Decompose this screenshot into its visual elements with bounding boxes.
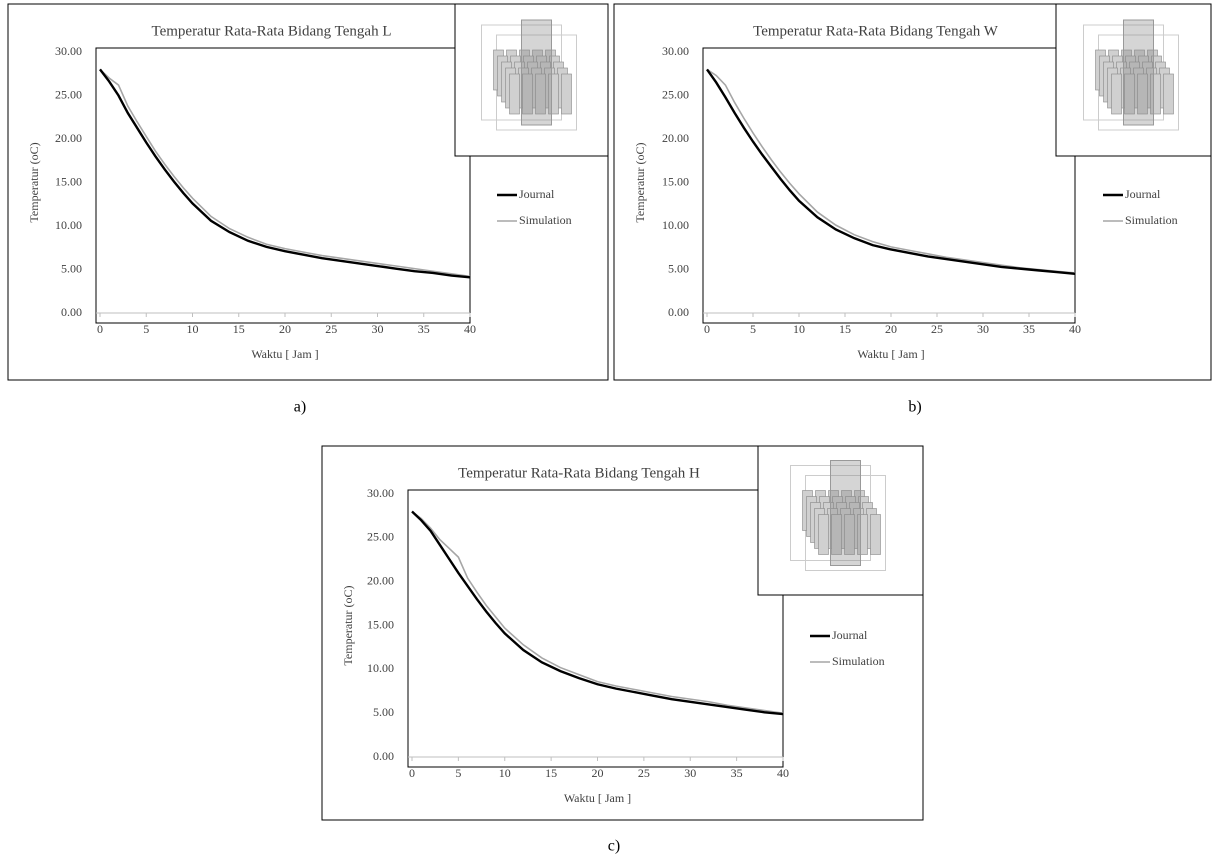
legend-label: Simulation [1125, 213, 1178, 227]
y-tick-label: 15.00 [662, 174, 689, 188]
x-axis-label: Waktu [ Jam ] [564, 791, 631, 805]
inset-plane [1123, 19, 1154, 126]
x-tick-label: 5 [750, 322, 756, 336]
legend-label: Simulation [519, 213, 572, 227]
y-tick-label: 25.00 [662, 87, 689, 101]
y-axis-label: Temperatur (oC) [633, 142, 647, 222]
x-tick-label: 25 [325, 322, 337, 336]
inset-block [844, 514, 855, 555]
x-tick-label: 35 [1023, 322, 1035, 336]
series-line [706, 68, 1076, 276]
series-line [411, 510, 784, 716]
chart-panel: 0.00 5.00 10.00 15.00 20.00 25.00 30.00 0 5 10 15 2… [613, 3, 1212, 381]
x-axis-label: Waktu [ Jam ] [251, 347, 318, 361]
x-tick-label: 25 [638, 766, 650, 780]
y-tick-label: 30.00 [662, 44, 689, 58]
legend-label: Simulation [832, 654, 885, 668]
x-tick-label: 30 [684, 766, 696, 780]
inset-block [535, 73, 546, 115]
panel-caption: a) [294, 399, 306, 416]
inset-plane [830, 460, 861, 566]
series-line [99, 68, 471, 278]
y-tick-label: 0.00 [373, 749, 394, 763]
x-tick-label: 25 [931, 322, 943, 336]
chart-title: Temperatur Rata-Rata Bidang Tengah H [458, 465, 700, 481]
y-tick-label: 5.00 [61, 261, 82, 275]
x-tick-label: 0 [409, 766, 415, 780]
inset-block [1137, 73, 1148, 115]
y-tick-label: 0.00 [668, 305, 689, 319]
y-tick-label: 5.00 [373, 705, 394, 719]
y-axis-label: Temperatur (oC) [341, 585, 355, 665]
chart-title: Temperatur Rata-Rata Bidang Tengah W [753, 23, 999, 39]
x-tick-label: 10 [499, 766, 511, 780]
inset-block [1124, 73, 1135, 115]
x-tick-label: 15 [839, 322, 851, 336]
x-tick-label: 0 [704, 322, 710, 336]
legend-label: Journal [519, 187, 555, 201]
y-tick-label: 20.00 [662, 131, 689, 145]
y-tick-label: 15.00 [55, 174, 82, 188]
chart-panel: 0.00 5.00 10.00 15.00 20.00 25.00 30.00 0 5 10 15 2… [7, 3, 609, 381]
legend-label: Journal [832, 628, 868, 642]
inset-block [522, 73, 533, 115]
y-tick-label: 20.00 [367, 573, 394, 587]
x-tick-label: 20 [885, 322, 897, 336]
x-tick-label: 15 [545, 766, 557, 780]
inset-block [1150, 73, 1161, 115]
y-tick-label: 30.00 [367, 486, 394, 500]
y-tick-label: 20.00 [55, 131, 82, 145]
panel-caption: c) [608, 838, 620, 855]
x-tick-label: 40 [1069, 322, 1081, 336]
chart-panel: 0.00 5.00 10.00 15.00 20.00 25.00 30.00 0 5 10 15 2… [321, 445, 924, 821]
series-line [99, 68, 471, 279]
y-tick-label: 30.00 [55, 44, 82, 58]
x-tick-label: 5 [143, 322, 149, 336]
x-tick-label: 10 [793, 322, 805, 336]
x-tick-label: 0 [97, 322, 103, 336]
inset-plane [521, 19, 552, 126]
series-line [411, 510, 784, 714]
panel-caption: b) [908, 399, 921, 416]
x-tick-label: 20 [279, 322, 291, 336]
y-tick-label: 5.00 [668, 261, 689, 275]
x-tick-label: 20 [592, 766, 604, 780]
y-tick-label: 10.00 [367, 661, 394, 675]
series-line [706, 68, 1076, 274]
y-tick-label: 15.00 [367, 617, 394, 631]
inset-block [548, 73, 559, 115]
x-tick-label: 40 [777, 766, 789, 780]
inset-block [509, 73, 520, 115]
x-tick-label: 35 [731, 766, 743, 780]
inset-block [831, 514, 842, 555]
y-tick-label: 0.00 [61, 305, 82, 319]
x-tick-label: 30 [372, 322, 384, 336]
y-tick-label: 10.00 [662, 218, 689, 232]
x-tick-label: 10 [187, 322, 199, 336]
x-tick-label: 15 [233, 322, 245, 336]
inset-block [870, 514, 881, 555]
y-axis-label: Temperatur (oC) [27, 142, 41, 222]
inset-block [818, 514, 829, 555]
inset-block [561, 73, 572, 115]
y-tick-label: 25.00 [367, 530, 394, 544]
x-axis-label: Waktu [ Jam ] [857, 347, 924, 361]
plot-frame [407, 489, 784, 768]
x-tick-label: 35 [418, 322, 430, 336]
plot-frame [702, 47, 1076, 324]
y-tick-label: 25.00 [55, 87, 82, 101]
legend-label: Journal [1125, 187, 1161, 201]
x-tick-label: 5 [455, 766, 461, 780]
y-tick-label: 10.00 [55, 218, 82, 232]
inset-block [857, 514, 868, 555]
inset-block [1163, 73, 1174, 115]
inset-block [1111, 73, 1122, 115]
x-tick-label: 30 [977, 322, 989, 336]
chart-title: Temperatur Rata-Rata Bidang Tengah L [151, 23, 391, 39]
plot-frame [95, 47, 471, 324]
x-tick-label: 40 [464, 322, 476, 336]
